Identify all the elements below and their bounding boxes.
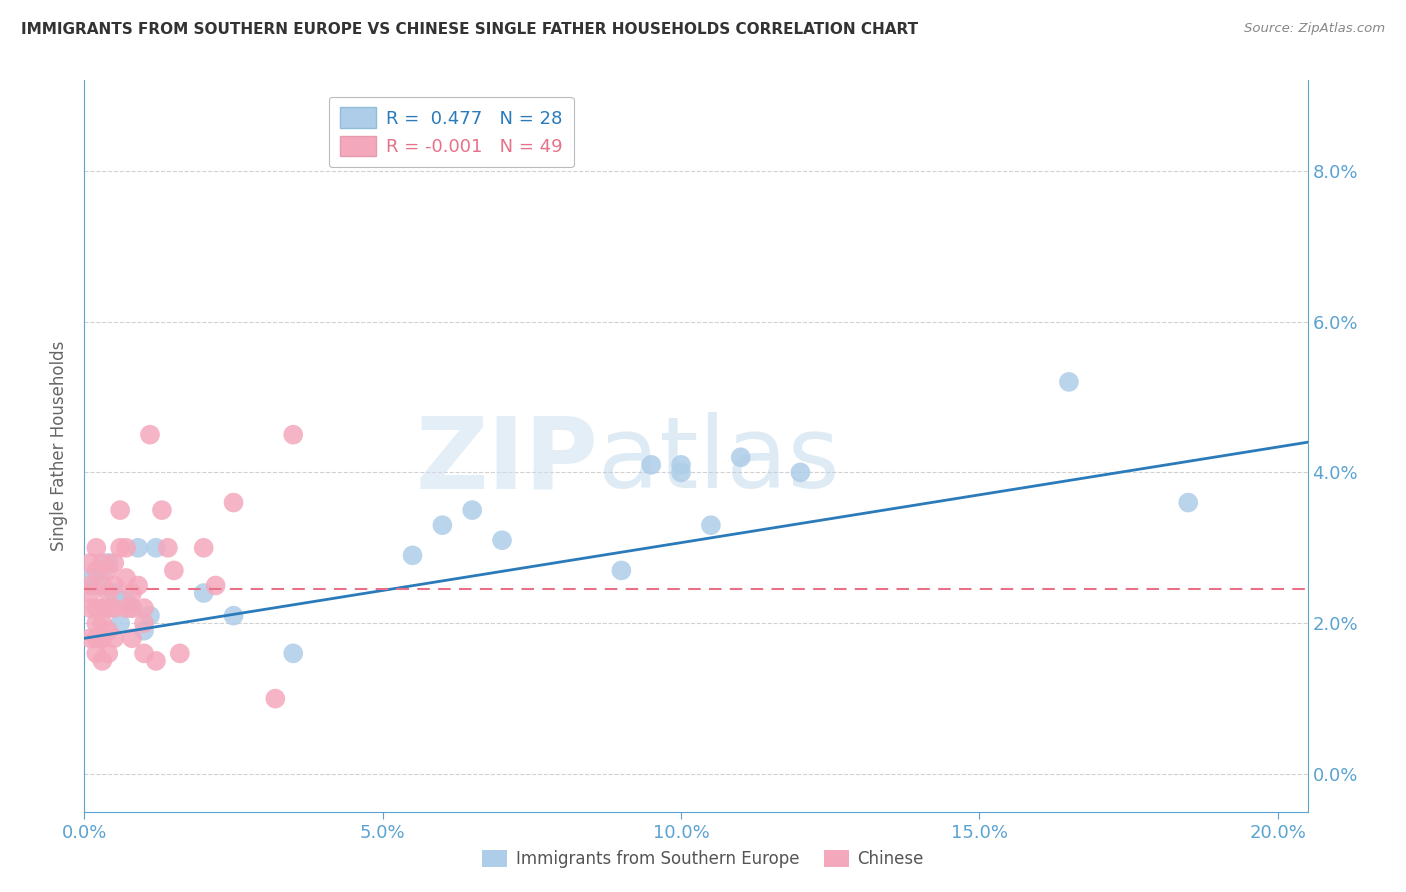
Point [700, 518, 723, 533]
Point [789, 466, 811, 480]
Point [139, 427, 162, 442]
Point [115, 593, 138, 607]
Text: ZIP: ZIP [415, 412, 598, 509]
Point [669, 466, 692, 480]
Point [91, 563, 114, 577]
Point [163, 563, 186, 577]
Point [132, 616, 155, 631]
Point [121, 601, 143, 615]
Point [79, 586, 101, 600]
Point [97, 624, 120, 638]
Point [145, 541, 167, 555]
Point [97, 646, 120, 660]
Point [115, 541, 138, 555]
Point [1057, 375, 1080, 389]
Point [97, 586, 120, 600]
Point [91, 578, 114, 592]
Point [84, 616, 107, 631]
Point [84, 578, 107, 592]
Point [84, 541, 107, 555]
Point [127, 541, 149, 555]
Point [132, 624, 155, 638]
Point [610, 563, 633, 577]
Point [84, 601, 107, 615]
Point [103, 601, 125, 615]
Text: atlas: atlas [598, 412, 839, 509]
Point [222, 495, 245, 509]
Point [156, 541, 179, 555]
Text: Source: ZipAtlas.com: Source: ZipAtlas.com [1244, 22, 1385, 36]
Point [97, 556, 120, 570]
Point [103, 632, 125, 646]
Point [640, 458, 662, 472]
Point [97, 563, 120, 577]
Text: IMMIGRANTS FROM SOUTHERN EUROPE VS CHINESE SINGLE FATHER HOUSEHOLDS CORRELATION : IMMIGRANTS FROM SOUTHERN EUROPE VS CHINE… [21, 22, 918, 37]
Point [121, 586, 143, 600]
Point [145, 654, 167, 668]
Point [103, 586, 125, 600]
Point [115, 601, 138, 615]
Point [121, 632, 143, 646]
Point [108, 503, 131, 517]
Legend: Immigrants from Southern Europe, Chinese: Immigrants from Southern Europe, Chinese [475, 843, 931, 875]
Point [669, 458, 692, 472]
Point [1177, 495, 1199, 509]
Point [91, 616, 114, 631]
Point [79, 578, 101, 592]
Point [91, 601, 114, 615]
Point [91, 632, 114, 646]
Point [91, 556, 114, 570]
Point [103, 556, 125, 570]
Point [115, 571, 138, 585]
Point [283, 646, 305, 660]
Point [193, 586, 215, 600]
Point [132, 646, 155, 660]
Point [121, 601, 143, 615]
Point [91, 654, 114, 668]
Point [204, 578, 226, 592]
Point [169, 646, 191, 660]
Point [432, 518, 454, 533]
Point [79, 556, 101, 570]
Point [401, 549, 423, 563]
Point [193, 541, 215, 555]
Point [79, 601, 101, 615]
Point [132, 601, 155, 615]
Point [730, 450, 752, 465]
Point [283, 427, 305, 442]
Point [139, 608, 162, 623]
Point [79, 632, 101, 646]
Point [103, 578, 125, 592]
Point [108, 616, 131, 631]
Y-axis label: Single Father Households: Single Father Households [51, 341, 69, 551]
Point [150, 503, 173, 517]
Point [97, 601, 120, 615]
Point [79, 571, 101, 585]
Point [84, 632, 107, 646]
Point [461, 503, 484, 517]
Point [491, 533, 513, 548]
Point [127, 578, 149, 592]
Point [84, 563, 107, 577]
Legend: R =  0.477   N = 28, R = -0.001   N = 49: R = 0.477 N = 28, R = -0.001 N = 49 [329, 96, 574, 167]
Point [222, 608, 245, 623]
Point [108, 541, 131, 555]
Point [264, 691, 287, 706]
Point [84, 646, 107, 660]
